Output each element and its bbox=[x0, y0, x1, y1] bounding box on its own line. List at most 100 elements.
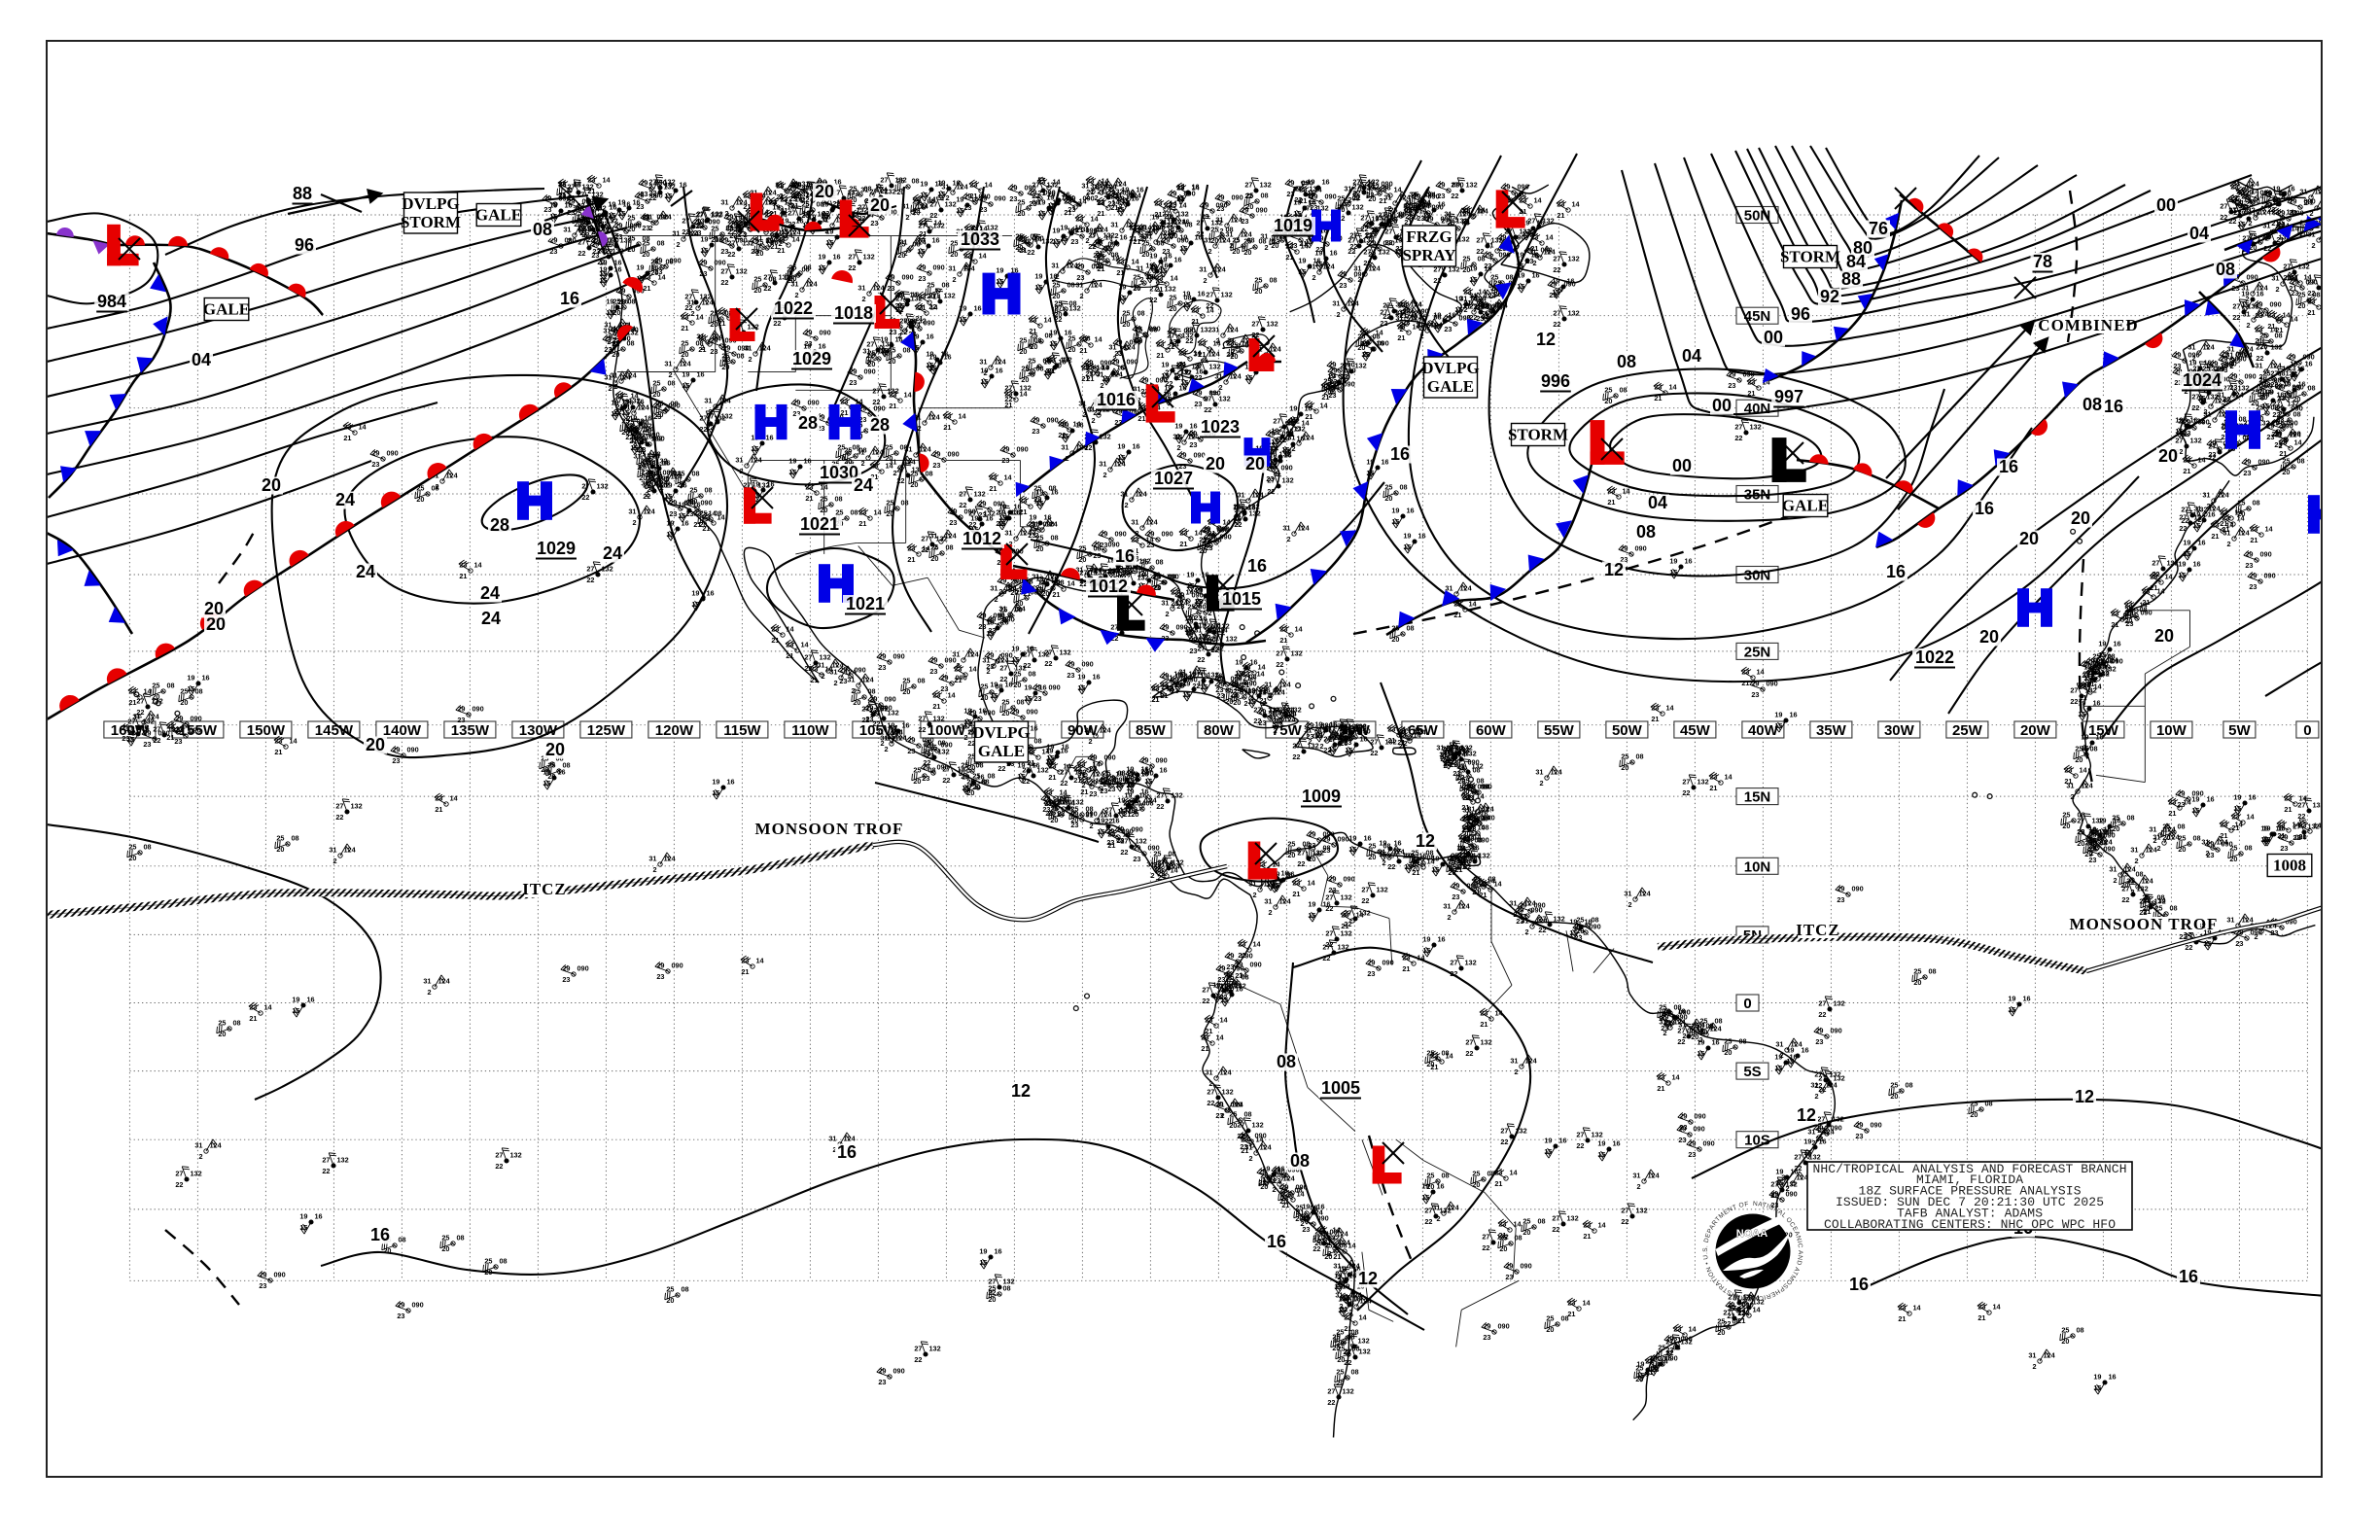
svg-text:GALE: GALE bbox=[1782, 497, 1829, 515]
svg-text:10W: 10W bbox=[2156, 722, 2188, 739]
svg-text:28: 28 bbox=[870, 415, 890, 435]
svg-text:08: 08 bbox=[1277, 1052, 1296, 1071]
svg-text:30W: 30W bbox=[1884, 722, 1915, 739]
svg-text:1023: 1023 bbox=[1201, 417, 1240, 437]
svg-text:100W: 100W bbox=[928, 722, 966, 739]
svg-text:20W: 20W bbox=[2020, 722, 2051, 739]
svg-text:24: 24 bbox=[480, 583, 500, 603]
svg-text:28: 28 bbox=[798, 413, 818, 433]
svg-text:28: 28 bbox=[490, 515, 509, 535]
svg-text:04: 04 bbox=[1682, 346, 1701, 366]
svg-text:GALE: GALE bbox=[203, 300, 250, 319]
svg-text:20: 20 bbox=[545, 740, 565, 759]
svg-text:1015: 1015 bbox=[1222, 589, 1261, 609]
svg-text:140W: 140W bbox=[383, 722, 422, 739]
svg-text:DVLPG: DVLPG bbox=[402, 194, 460, 213]
svg-text:20: 20 bbox=[204, 599, 224, 618]
svg-text:150W: 150W bbox=[247, 722, 286, 739]
svg-text:5W: 5W bbox=[2228, 722, 2251, 739]
svg-text:COLLABORATING CENTERS: NHC OPC: COLLABORATING CENTERS: NHC OPC WPC HFO bbox=[1824, 1217, 2116, 1232]
svg-text:20: 20 bbox=[1206, 454, 1225, 473]
svg-text:04: 04 bbox=[192, 350, 211, 369]
svg-text:16: 16 bbox=[1886, 562, 1906, 581]
svg-text:110W: 110W bbox=[791, 722, 829, 739]
svg-text:80: 80 bbox=[1853, 238, 1872, 258]
svg-text:DVLPG: DVLPG bbox=[972, 723, 1031, 742]
svg-text:1008: 1008 bbox=[2273, 857, 2306, 875]
svg-text:FRZG: FRZG bbox=[1406, 228, 1452, 246]
svg-text:1033: 1033 bbox=[961, 229, 999, 249]
svg-text:1021: 1021 bbox=[846, 594, 885, 613]
svg-text:12: 12 bbox=[1536, 330, 1556, 349]
svg-text:18Z SURFACE PRESSURE ANALYSIS: 18Z SURFACE PRESSURE ANALYSIS bbox=[1859, 1184, 2082, 1199]
svg-text:85W: 85W bbox=[1136, 722, 1167, 739]
svg-text:25N: 25N bbox=[1744, 644, 1771, 660]
svg-text:5S: 5S bbox=[1743, 1064, 1761, 1080]
svg-text:COMBINED: COMBINED bbox=[2038, 316, 2138, 334]
svg-text:1021: 1021 bbox=[800, 514, 839, 534]
svg-text:16: 16 bbox=[1115, 546, 1135, 566]
svg-text:15N: 15N bbox=[1744, 789, 1771, 806]
svg-text:STORM: STORM bbox=[401, 213, 461, 231]
svg-text:GALE: GALE bbox=[1427, 377, 1474, 396]
svg-text:00: 00 bbox=[1712, 396, 1732, 415]
svg-text:20: 20 bbox=[870, 195, 890, 215]
svg-text:ITCZ: ITCZ bbox=[1796, 921, 1840, 939]
svg-text:145W: 145W bbox=[315, 722, 354, 739]
svg-text:20: 20 bbox=[2019, 529, 2039, 548]
svg-text:16: 16 bbox=[1999, 457, 2018, 476]
svg-text:20: 20 bbox=[1245, 454, 1265, 473]
svg-text:78: 78 bbox=[2033, 252, 2052, 271]
svg-text:135W: 135W bbox=[451, 722, 490, 739]
svg-text:1005: 1005 bbox=[1321, 1078, 1360, 1098]
svg-text:88: 88 bbox=[293, 184, 312, 203]
svg-text:60W: 60W bbox=[1476, 722, 1507, 739]
svg-text:STORM: STORM bbox=[1780, 248, 1840, 266]
svg-text:45W: 45W bbox=[1680, 722, 1711, 739]
svg-text:16: 16 bbox=[1390, 444, 1410, 464]
svg-text:130W: 130W bbox=[519, 722, 558, 739]
svg-text:08: 08 bbox=[1636, 522, 1656, 542]
svg-text:ISSUED: SUN DEC 7 20:21:30 UTC: ISSUED: SUN DEC 7 20:21:30 UTC 2025 bbox=[1836, 1195, 2104, 1209]
svg-text:1019: 1019 bbox=[1274, 216, 1312, 235]
svg-text:1022: 1022 bbox=[1915, 648, 1954, 667]
svg-text:55W: 55W bbox=[1544, 722, 1575, 739]
svg-text:1016: 1016 bbox=[1097, 390, 1136, 409]
svg-text:16: 16 bbox=[2104, 397, 2123, 416]
svg-text:1009: 1009 bbox=[1302, 787, 1341, 806]
svg-text:50W: 50W bbox=[1612, 722, 1643, 739]
svg-text:ITCZ: ITCZ bbox=[522, 880, 567, 898]
svg-text:00: 00 bbox=[1764, 328, 1783, 347]
svg-text:20: 20 bbox=[1979, 627, 1999, 647]
svg-text:20: 20 bbox=[815, 182, 834, 201]
svg-text:GALE: GALE bbox=[978, 742, 1025, 760]
svg-text:MONSOON TROF: MONSOON TROF bbox=[755, 820, 904, 838]
svg-text:20: 20 bbox=[366, 735, 385, 754]
svg-text:16: 16 bbox=[1975, 499, 1994, 518]
svg-text:1030: 1030 bbox=[820, 463, 858, 482]
svg-text:984: 984 bbox=[97, 292, 126, 311]
svg-text:997: 997 bbox=[1774, 387, 1803, 406]
svg-text:20: 20 bbox=[2158, 446, 2178, 466]
svg-text:10N: 10N bbox=[1744, 858, 1771, 875]
svg-text:92: 92 bbox=[1820, 287, 1839, 306]
svg-text:1012: 1012 bbox=[962, 529, 1001, 548]
svg-text:80W: 80W bbox=[1204, 722, 1235, 739]
svg-text:12: 12 bbox=[2075, 1087, 2094, 1106]
svg-text:00: 00 bbox=[1672, 456, 1692, 475]
svg-text:84: 84 bbox=[1846, 252, 1866, 271]
svg-text:25W: 25W bbox=[1952, 722, 1983, 739]
svg-text:24: 24 bbox=[603, 543, 622, 563]
svg-text:24: 24 bbox=[335, 490, 355, 509]
svg-text:12: 12 bbox=[1797, 1105, 1816, 1125]
svg-text:DVLPG: DVLPG bbox=[1421, 359, 1480, 377]
svg-text:12: 12 bbox=[1358, 1269, 1378, 1288]
svg-text:04: 04 bbox=[1648, 493, 1667, 512]
svg-text:24: 24 bbox=[854, 475, 873, 495]
svg-text:16: 16 bbox=[1267, 1232, 1286, 1251]
svg-text:08: 08 bbox=[2082, 395, 2102, 414]
svg-text:SPRAY: SPRAY bbox=[1402, 246, 1455, 264]
svg-text:40W: 40W bbox=[1748, 722, 1779, 739]
svg-text:08: 08 bbox=[1617, 352, 1636, 371]
svg-text:12: 12 bbox=[1416, 831, 1435, 851]
